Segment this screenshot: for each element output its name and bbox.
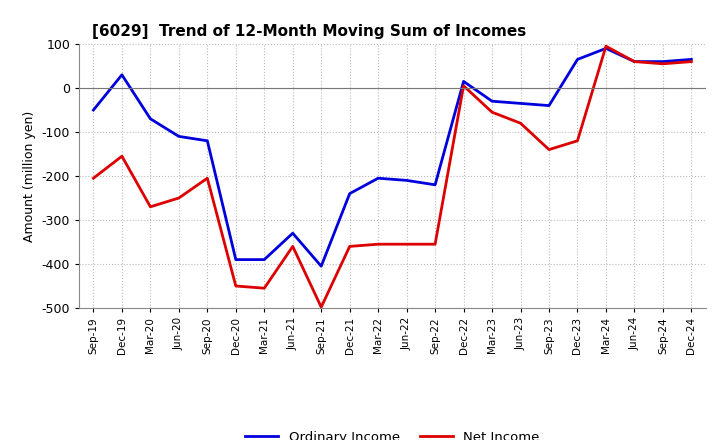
Net Income — [459, 83, 468, 88]
Net Income — [289, 244, 297, 249]
Y-axis label: Amount (million yen): Amount (million yen) — [23, 110, 36, 242]
Ordinary Income — [317, 264, 325, 269]
Net Income — [687, 59, 696, 64]
Net Income — [374, 242, 382, 247]
Ordinary Income — [374, 176, 382, 181]
Net Income — [573, 138, 582, 143]
Ordinary Income — [260, 257, 269, 262]
Net Income — [516, 121, 525, 126]
Net Income — [545, 147, 554, 152]
Net Income — [602, 44, 611, 49]
Net Income — [346, 244, 354, 249]
Line: Net Income: Net Income — [94, 46, 691, 307]
Net Income — [487, 110, 496, 115]
Net Income — [630, 59, 639, 64]
Ordinary Income — [117, 72, 126, 77]
Legend: Ordinary Income, Net Income: Ordinary Income, Net Income — [240, 425, 545, 440]
Ordinary Income — [402, 178, 411, 183]
Net Income — [317, 304, 325, 310]
Net Income — [174, 195, 183, 201]
Ordinary Income — [487, 99, 496, 104]
Net Income — [203, 176, 212, 181]
Ordinary Income — [203, 138, 212, 143]
Ordinary Income — [630, 59, 639, 64]
Ordinary Income — [146, 116, 155, 121]
Net Income — [89, 176, 98, 181]
Ordinary Income — [232, 257, 240, 262]
Ordinary Income — [687, 57, 696, 62]
Ordinary Income — [431, 182, 439, 187]
Net Income — [260, 286, 269, 291]
Ordinary Income — [346, 191, 354, 196]
Ordinary Income — [573, 57, 582, 62]
Ordinary Income — [89, 107, 98, 113]
Ordinary Income — [459, 79, 468, 84]
Net Income — [431, 242, 439, 247]
Net Income — [402, 242, 411, 247]
Ordinary Income — [545, 103, 554, 108]
Net Income — [146, 204, 155, 209]
Ordinary Income — [516, 101, 525, 106]
Ordinary Income — [174, 134, 183, 139]
Net Income — [659, 61, 667, 66]
Ordinary Income — [602, 46, 611, 51]
Ordinary Income — [659, 59, 667, 64]
Net Income — [117, 154, 126, 159]
Ordinary Income — [289, 231, 297, 236]
Line: Ordinary Income: Ordinary Income — [94, 48, 691, 266]
Text: [6029]  Trend of 12-Month Moving Sum of Incomes: [6029] Trend of 12-Month Moving Sum of I… — [91, 24, 526, 39]
Net Income — [232, 283, 240, 289]
